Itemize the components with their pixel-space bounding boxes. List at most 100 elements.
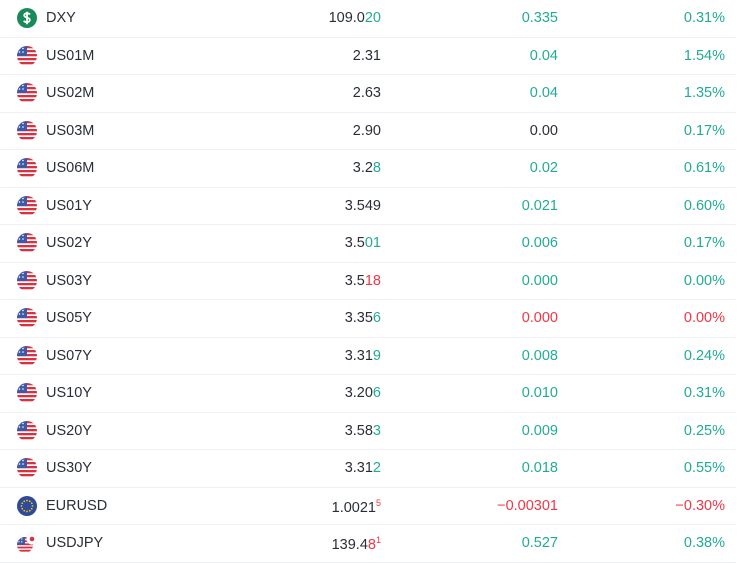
last-price: 2.31 bbox=[353, 48, 381, 64]
eu-star bbox=[28, 499, 31, 502]
eu-star bbox=[28, 509, 31, 512]
flag-star bbox=[22, 125, 24, 128]
change-percent: 0.60% bbox=[683, 197, 725, 214]
eu-star bbox=[30, 501, 33, 504]
flag-star bbox=[18, 200, 21, 203]
flag-stripe bbox=[17, 470, 37, 473]
symbol: US01Y bbox=[46, 197, 92, 214]
flag-star bbox=[18, 197, 21, 199]
flag-stripe bbox=[17, 324, 37, 327]
flag-stripe bbox=[17, 399, 37, 402]
symbol: US03M bbox=[46, 122, 95, 139]
flag-star bbox=[18, 125, 21, 128]
flag-star bbox=[22, 384, 24, 387]
flag-star bbox=[22, 388, 24, 390]
last-price: 2.63 bbox=[353, 85, 381, 101]
flag-star bbox=[22, 272, 24, 274]
flag-star bbox=[22, 163, 24, 165]
flag-star bbox=[18, 84, 21, 87]
change: 0.009 bbox=[521, 422, 558, 439]
flag-star bbox=[22, 197, 24, 199]
quote-row: US20Y 3.583 0.009 0.25% bbox=[0, 413, 736, 450]
flag-star bbox=[22, 425, 24, 428]
flag-star bbox=[22, 463, 24, 465]
last-price: 1.00215 bbox=[332, 498, 381, 516]
price-base: 139.4 bbox=[331, 537, 368, 553]
symbol: US06M bbox=[46, 160, 95, 176]
flag-canton bbox=[17, 420, 27, 431]
flag-star bbox=[18, 275, 21, 278]
flag-stripe bbox=[17, 395, 37, 398]
last-price: 3.319 bbox=[345, 348, 381, 364]
price-base: 2.31 bbox=[352, 47, 381, 64]
symbol-icon bbox=[17, 120, 37, 141]
flag-star bbox=[18, 238, 21, 240]
symbol-icon bbox=[17, 8, 37, 28]
flag-canton bbox=[17, 308, 27, 318]
change-percent: 0.55% bbox=[683, 460, 725, 476]
flag-star bbox=[18, 463, 21, 465]
change: 0.010 bbox=[521, 385, 558, 401]
coin-symbol bbox=[23, 11, 31, 25]
change: −0.00301 bbox=[497, 497, 558, 514]
flag-star bbox=[18, 350, 21, 353]
price-pip: 5 bbox=[375, 497, 381, 508]
flag-star bbox=[22, 459, 24, 462]
symbol: US30Y bbox=[46, 460, 92, 476]
flag-stripe bbox=[17, 245, 37, 248]
flag-stripe bbox=[17, 549, 33, 552]
quote-row: US03M 2.90 0.00 0.17% bbox=[0, 113, 736, 150]
symbol: US05Y bbox=[46, 310, 92, 326]
change-percent: −0.30% bbox=[675, 497, 725, 514]
price-tail: 2 bbox=[372, 460, 381, 476]
flag-star bbox=[18, 272, 21, 274]
change: 0.02 bbox=[529, 160, 558, 176]
quote-row: US03Y 3.518 0.000 0.00% bbox=[0, 263, 736, 300]
last-price: 3.518 bbox=[345, 273, 381, 289]
last-price: 3.312 bbox=[345, 460, 381, 476]
change: 0.04 bbox=[529, 85, 558, 101]
change-percent: 0.00% bbox=[683, 272, 725, 289]
symbol: US01M bbox=[46, 47, 95, 64]
flag-stripe bbox=[17, 95, 37, 98]
flag-star bbox=[18, 538, 20, 540]
eu-star bbox=[31, 504, 34, 507]
flag-star bbox=[22, 422, 24, 424]
flag bbox=[17, 120, 37, 141]
change-percent: 0.24% bbox=[683, 347, 725, 364]
change-percent: 1.35% bbox=[683, 85, 725, 101]
flag-canton bbox=[17, 45, 27, 56]
flag-stripe bbox=[17, 132, 37, 135]
eu-star bbox=[30, 507, 33, 510]
flag-stripe bbox=[17, 286, 37, 289]
flag-stripe bbox=[17, 436, 37, 439]
flag bbox=[17, 383, 37, 403]
last-price: 3.28 bbox=[353, 160, 381, 176]
flag-canton bbox=[17, 83, 27, 93]
price-tail: 6 bbox=[372, 385, 381, 401]
flag-stripe bbox=[17, 136, 37, 139]
flag-star bbox=[22, 84, 24, 87]
price-base: 2.90 bbox=[352, 122, 381, 139]
symbol-icon bbox=[17, 420, 37, 441]
flag-star bbox=[22, 309, 24, 312]
eu-star bbox=[21, 507, 24, 510]
flag-stripe bbox=[17, 211, 37, 214]
flag-stripe bbox=[17, 432, 37, 435]
last-price: 3.206 bbox=[345, 385, 381, 401]
quote-row: US10Y 3.206 0.010 0.31% bbox=[0, 375, 736, 413]
flag-star bbox=[18, 388, 21, 390]
price-base: 3.31 bbox=[344, 460, 373, 476]
flag-star bbox=[18, 313, 21, 315]
flag-star bbox=[22, 234, 24, 237]
flag-star bbox=[22, 47, 24, 49]
flag-star bbox=[22, 347, 24, 349]
symbol-icon bbox=[17, 308, 37, 328]
flag-star bbox=[18, 88, 21, 90]
flag bbox=[17, 83, 37, 103]
change-percent: 0.17% bbox=[683, 122, 725, 139]
price-tail: 8 bbox=[372, 160, 381, 176]
flag-canton bbox=[17, 158, 27, 168]
symbol: US03Y bbox=[46, 272, 92, 289]
